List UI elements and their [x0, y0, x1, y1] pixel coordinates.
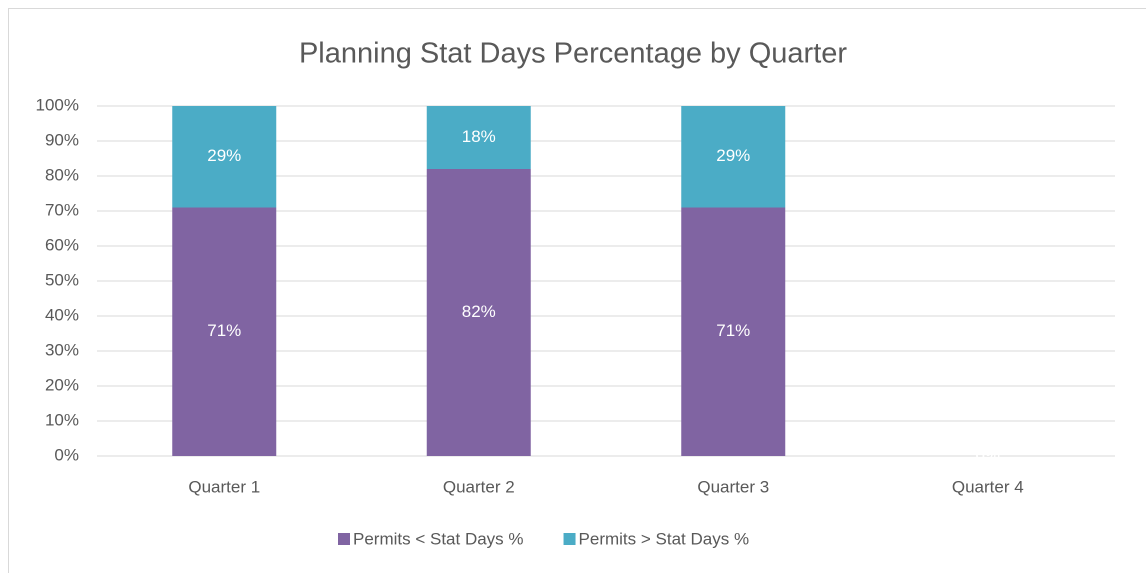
legend-swatch [338, 533, 350, 545]
y-tick-label: 90% [45, 130, 79, 149]
y-tick-label: 40% [45, 305, 79, 324]
bar-segment [426, 169, 531, 456]
bar-segment [681, 207, 786, 456]
data-label: 82% [462, 302, 496, 321]
bar-segment [426, 106, 531, 169]
x-tick-label: Quarter 4 [952, 477, 1024, 496]
x-tick-label: Quarter 3 [697, 477, 769, 496]
y-tick-label: 10% [45, 410, 79, 429]
legend-swatch [563, 533, 576, 545]
y-tick-label: 70% [45, 200, 79, 219]
bar-segment [172, 106, 277, 208]
data-label: 29% [207, 146, 241, 165]
y-tick-label: 30% [45, 340, 79, 359]
y-tick-label: 60% [45, 235, 79, 254]
data-label: 29% [716, 146, 750, 165]
bar-segment [681, 106, 786, 208]
data-label: 0% [975, 445, 1000, 464]
bar-segment [172, 207, 277, 456]
y-tick-label: 100% [36, 95, 79, 114]
data-label: 71% [207, 321, 241, 340]
y-tick-label: 80% [45, 165, 79, 184]
y-tick-label: 20% [45, 375, 79, 394]
data-label: 71% [716, 321, 750, 340]
data-label: 0% [975, 445, 1000, 464]
legend-label: Permits < Stat Days % [353, 529, 524, 548]
x-tick-label: Quarter 1 [188, 477, 260, 496]
x-tick-label: Quarter 2 [443, 477, 515, 496]
y-tick-label: 0% [54, 445, 79, 464]
chart-title: Planning Stat Days Percentage by Quarter [299, 38, 847, 70]
data-label: 18% [462, 127, 496, 146]
legend-label: Permits > Stat Days % [579, 529, 750, 548]
y-tick-label: 50% [45, 270, 79, 289]
